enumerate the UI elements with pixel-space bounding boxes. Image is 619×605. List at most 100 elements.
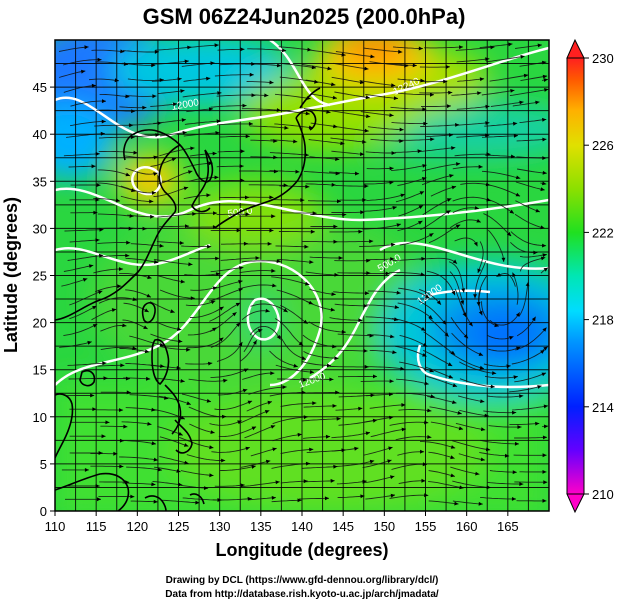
streamline (367, 258, 395, 261)
streamline (456, 134, 490, 138)
colorbar-tick-label: 218 (592, 313, 614, 328)
y-axis: 0 5 10 15 20 25 30 35 40 45 (33, 80, 55, 519)
streamline (97, 169, 131, 177)
wind-arrow (513, 121, 518, 126)
streamline (454, 288, 467, 318)
wind-arrow (154, 50, 159, 54)
wind-arrow (114, 78, 119, 83)
wind-arrow (307, 47, 312, 52)
streamline (458, 453, 486, 461)
wind-arrow (305, 461, 311, 466)
streamline (96, 109, 136, 112)
x-tick-label: 145 (332, 519, 354, 534)
streamline (367, 126, 404, 131)
streamline (397, 177, 427, 187)
wind-arrow (473, 241, 478, 247)
wind-arrow (126, 240, 131, 245)
wind-arrow (459, 485, 464, 490)
wind-arrow (159, 243, 164, 248)
streamline (125, 167, 158, 175)
streamline (364, 206, 397, 212)
wind-arrow (208, 161, 213, 166)
wind-arrow (245, 212, 250, 217)
wind-arrow (496, 272, 501, 277)
wind-arrow (267, 241, 272, 246)
x-tick-label: 115 (86, 519, 107, 534)
streamline (63, 85, 97, 93)
wind-arrow (540, 350, 545, 354)
streamline (216, 123, 253, 126)
streamline (391, 121, 428, 125)
wind-arrow (187, 45, 192, 50)
streamline (97, 242, 131, 244)
wind-arrow (276, 108, 281, 112)
streamline (99, 255, 130, 258)
streamline (489, 74, 529, 82)
streamline (519, 118, 547, 124)
streamline (96, 439, 125, 442)
colorbar-tick-label: 222 (592, 225, 614, 240)
wind-arrow (209, 473, 214, 478)
wind-arrow (113, 451, 118, 456)
streamline (239, 170, 279, 173)
streamline (452, 166, 483, 170)
wind-arrow (389, 113, 394, 118)
streamline (512, 272, 519, 305)
wind-arrow (151, 407, 156, 412)
streamline (308, 139, 345, 145)
wind-arrow (492, 371, 497, 375)
wind-arrow (153, 259, 159, 264)
streamline (274, 318, 304, 346)
wind-arrow (293, 139, 298, 144)
streamline (363, 416, 394, 423)
x-tick-label: 155 (415, 519, 437, 534)
streamline (518, 281, 529, 317)
wind-arrow (237, 420, 242, 424)
wind-arrow (236, 322, 241, 327)
wind-arrow (543, 78, 548, 82)
wind-arrow (151, 482, 156, 487)
wind-arrow (273, 169, 278, 174)
wind-arrow (429, 368, 434, 373)
streamline (301, 360, 332, 367)
streamline (239, 270, 276, 274)
streamline (150, 103, 178, 107)
wind-arrow (103, 376, 108, 381)
streamline (399, 232, 434, 246)
wind-arrow (147, 421, 152, 426)
streamline (490, 101, 524, 107)
streamline (398, 138, 435, 141)
streamline (487, 395, 524, 398)
streamline (280, 480, 308, 484)
wind-arrow (520, 54, 525, 59)
streamline (186, 108, 214, 113)
wind-arrow (210, 300, 216, 305)
wind-arrow (429, 233, 434, 238)
streamline (389, 421, 429, 426)
streamline (183, 77, 211, 82)
wind-arrow (543, 480, 548, 485)
streamline (366, 304, 400, 309)
wind-arrow (355, 171, 360, 176)
wind-arrow (301, 390, 306, 395)
colorbar-tick-label: 226 (592, 138, 614, 153)
streamline (335, 407, 363, 411)
streamline (424, 46, 464, 49)
streamline (362, 475, 395, 484)
wind-arrow (543, 267, 549, 272)
wind-arrow (240, 483, 245, 488)
streamline (331, 110, 371, 118)
streamline (429, 406, 462, 415)
wind-arrow (523, 73, 529, 78)
wind-arrow (358, 406, 363, 411)
wind-arrow (111, 308, 117, 312)
wind-arrow (542, 253, 547, 258)
streamline (279, 335, 307, 360)
y-tick-label: 45 (33, 80, 47, 95)
wind-arrow (542, 435, 547, 440)
wind-arrow (542, 60, 547, 65)
streamline (67, 254, 104, 261)
wind-arrow (460, 300, 465, 305)
wind-arrow (390, 242, 396, 247)
